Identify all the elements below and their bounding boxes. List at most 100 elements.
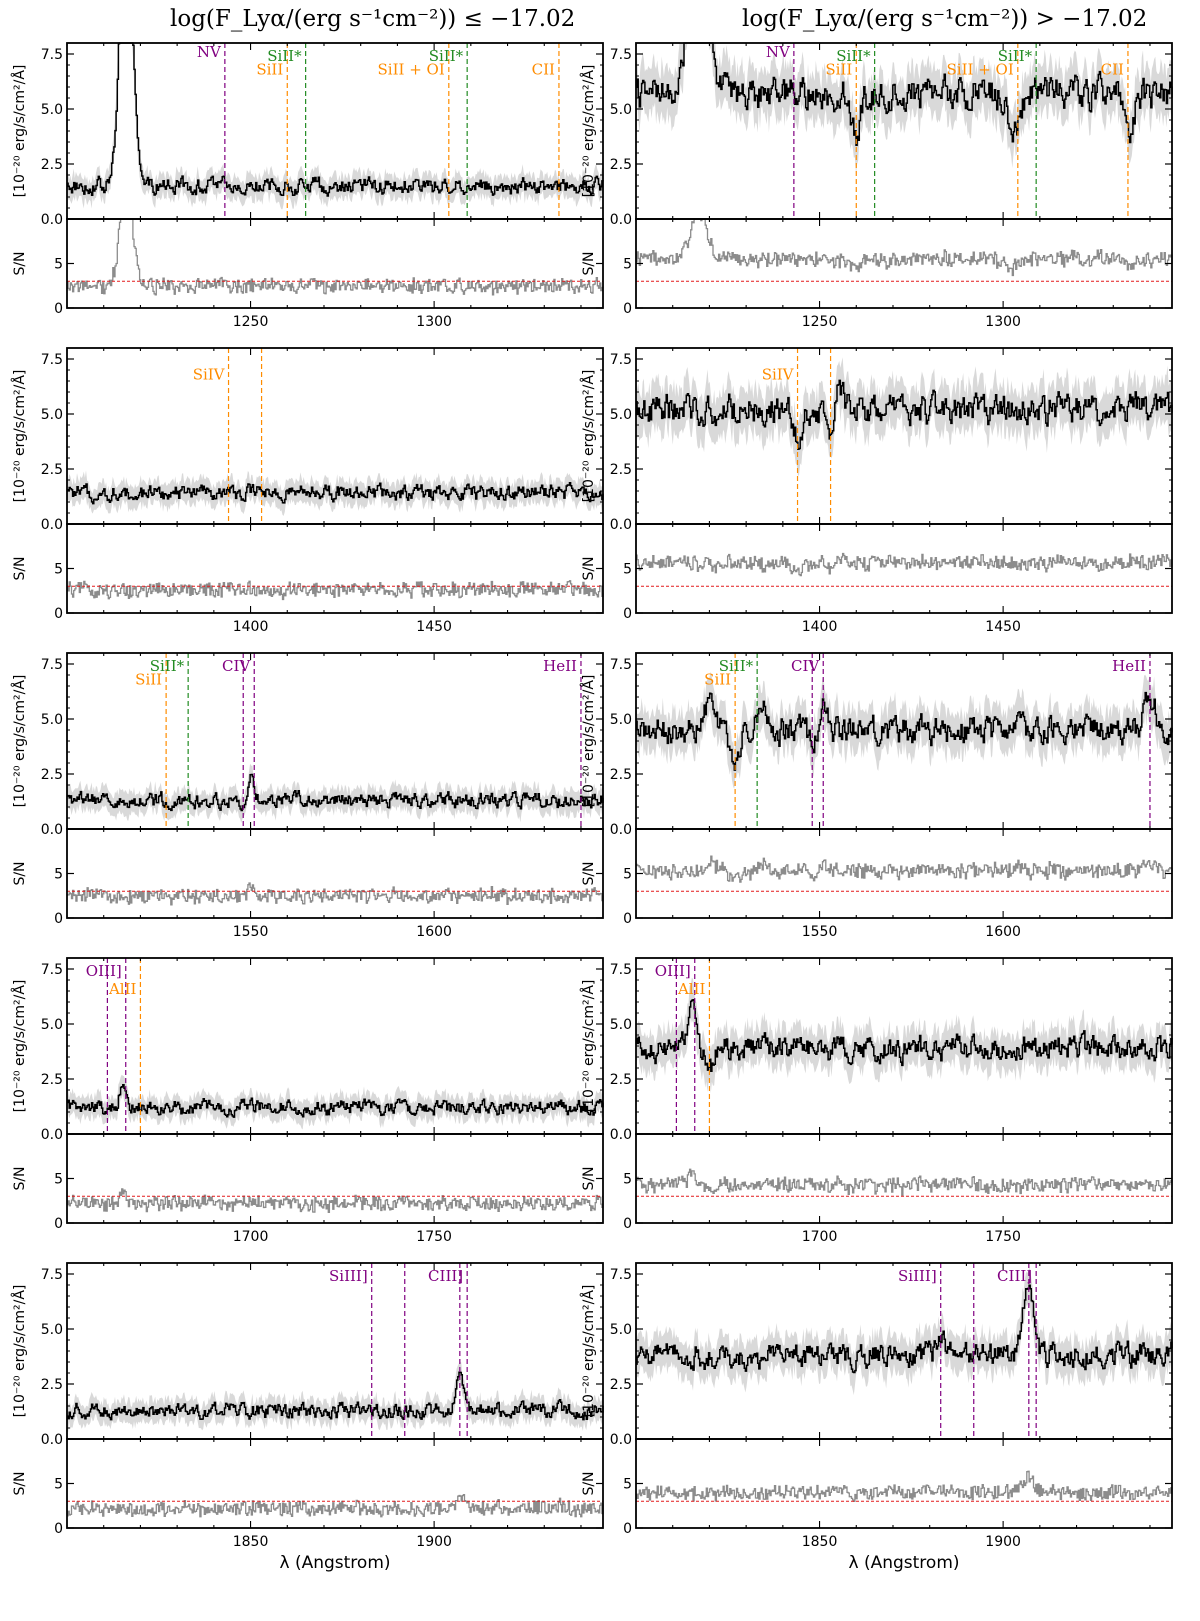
- spectral-line-label: SiII + OI: [378, 60, 445, 78]
- y-tick-label: 2.5: [610, 1072, 632, 1088]
- y-tick-label: 7.5: [41, 962, 63, 978]
- sn-axes-frame: [66, 828, 604, 919]
- y-tick-label: 5.0: [610, 1322, 632, 1338]
- sn-axis-label: S/N: [581, 251, 597, 275]
- flux-spectrum-line: [67, 773, 604, 812]
- y-tick-label: 0.0: [41, 1432, 63, 1448]
- y-tick-label: 0.0: [41, 212, 63, 228]
- flux-axis-label: [10⁻²⁰ erg/s/cm²/Å]: [580, 65, 597, 198]
- y-tick-label: 0.0: [41, 517, 63, 533]
- y-tick-label: 5.0: [610, 712, 632, 728]
- y-tick-label: 0.0: [610, 212, 632, 228]
- flux-spectrum-line: [67, 482, 604, 505]
- spectral-line-label: SiII*: [429, 47, 464, 65]
- sn-line: [67, 580, 604, 601]
- panel-left-5: SiIII] CIII] 0.0 2.5 5.0 7.5 0 5 1850 1900 [10⁻²⁰ …: [11, 1262, 604, 1573]
- spectral-line-label: HeII: [543, 657, 577, 675]
- spectral-line-label: SiII: [256, 60, 283, 78]
- sn-y-tick-label: 5: [623, 1477, 632, 1493]
- sn-line: [67, 218, 604, 296]
- x-tick-label: 1850: [233, 1534, 269, 1550]
- panel-right-5: SiIII] CIII] 0.0 2.5 5.0 7.5 0 5 1850 1900 [10⁻²⁰ …: [580, 1262, 1173, 1573]
- sn-line: [636, 1470, 1173, 1502]
- spectral-line-label: CII: [1101, 60, 1124, 78]
- flux-axis-label: [10⁻²⁰ erg/s/cm²/Å]: [580, 1285, 597, 1418]
- x-tick-label: 1250: [233, 314, 269, 330]
- spectral-line-label: SiIII]: [329, 1267, 368, 1285]
- sn-axis-label: S/N: [581, 1166, 597, 1190]
- sn-y-tick-label: 5: [623, 867, 632, 883]
- sn-axis-label: S/N: [581, 861, 597, 885]
- y-tick-label: 0.0: [610, 1127, 632, 1143]
- flux-spectrum-line: [636, 998, 1173, 1073]
- y-tick-label: 2.5: [41, 1377, 63, 1393]
- x-axis-label: λ (Angstrom): [848, 1553, 959, 1573]
- x-tick-label: 1450: [985, 619, 1021, 635]
- y-tick-label: 7.5: [610, 657, 632, 673]
- sn-y-tick-label: 0: [623, 911, 632, 927]
- y-tick-label: 5.0: [610, 102, 632, 118]
- flux-axis-label: [10⁻²⁰ erg/s/cm²/Å]: [580, 370, 597, 503]
- x-tick-label: 1400: [233, 619, 269, 635]
- x-tick-label: 1900: [416, 1534, 452, 1550]
- flux-spectrum-line: [67, 1371, 604, 1421]
- sn-axis-label: S/N: [12, 556, 28, 580]
- sn-axis-label: S/N: [12, 1166, 28, 1190]
- spectral-line-label: CII: [532, 60, 555, 78]
- flux-spectrum-line: [636, 42, 1173, 146]
- y-tick-label: 2.5: [610, 767, 632, 783]
- flux-axis-label: [10⁻²⁰ erg/s/cm²/Å]: [11, 65, 28, 198]
- flux-spectrum-line: [636, 379, 1173, 450]
- y-tick-label: 7.5: [41, 352, 63, 368]
- y-tick-label: 7.5: [610, 962, 632, 978]
- x-tick-label: 1300: [416, 314, 452, 330]
- sn-y-tick-label: 5: [54, 867, 63, 883]
- error-band: [636, 357, 1172, 476]
- flux-spectrum-line: [636, 1284, 1173, 1374]
- spectral-line-label: CIII]: [428, 1267, 463, 1285]
- sn-y-tick-label: 0: [54, 1216, 63, 1232]
- y-tick-label: 5.0: [41, 407, 63, 423]
- error-band: [67, 43, 603, 210]
- spectral-line-label: SiII: [825, 60, 852, 78]
- y-tick-label: 5.0: [610, 1017, 632, 1033]
- sn-line: [636, 1168, 1173, 1196]
- flux-spectrum-line: [67, 42, 604, 197]
- x-tick-label: 1450: [416, 619, 452, 635]
- y-tick-label: 7.5: [41, 47, 63, 63]
- y-tick-label: 2.5: [610, 462, 632, 478]
- x-tick-label: 1550: [233, 924, 269, 940]
- y-tick-label: 0.0: [41, 822, 63, 838]
- sn-y-tick-label: 5: [54, 1172, 63, 1188]
- spectral-line-label: SiII*: [150, 657, 185, 675]
- flux-spectrum-line: [67, 1083, 604, 1118]
- y-tick-label: 7.5: [41, 657, 63, 673]
- sn-line: [67, 1494, 604, 1518]
- y-tick-label: 5.0: [41, 1017, 63, 1033]
- sn-y-tick-label: 0: [54, 1521, 63, 1537]
- sn-line: [636, 855, 1173, 883]
- y-tick-label: 2.5: [41, 1072, 63, 1088]
- sn-y-tick-label: 0: [623, 301, 632, 317]
- spectral-line-label: SiIV: [193, 365, 226, 383]
- flux-axis-label: [10⁻²⁰ erg/s/cm²/Å]: [11, 980, 28, 1113]
- sn-y-tick-label: 5: [623, 1172, 632, 1188]
- spectral-line-label: SiII*: [836, 47, 871, 65]
- sn-axis-label: S/N: [12, 251, 28, 275]
- spectral-line-label: SiII: [135, 670, 162, 688]
- spectral-line-label: CIII]: [997, 1267, 1032, 1285]
- error-band: [67, 470, 603, 516]
- flux-spectrum-line: [636, 691, 1173, 771]
- spectral-line-label: SiII + OI: [947, 60, 1014, 78]
- y-tick-label: 5.0: [41, 102, 63, 118]
- x-tick-label: 1700: [802, 1229, 838, 1245]
- spectral-line-label: SiIII]: [898, 1267, 937, 1285]
- spectral-line-label: NV: [766, 43, 791, 61]
- x-tick-label: 1850: [802, 1534, 838, 1550]
- spectral-line-label: HeII: [1112, 657, 1146, 675]
- sn-y-tick-label: 5: [623, 257, 632, 273]
- panel-right-2: SiIV 0.0 2.5 5.0 7.5 0 5 1400 1450 [10⁻²⁰ erg/s/c…: [580, 347, 1173, 635]
- error-band: [636, 1267, 1172, 1396]
- sn-y-tick-label: 0: [54, 301, 63, 317]
